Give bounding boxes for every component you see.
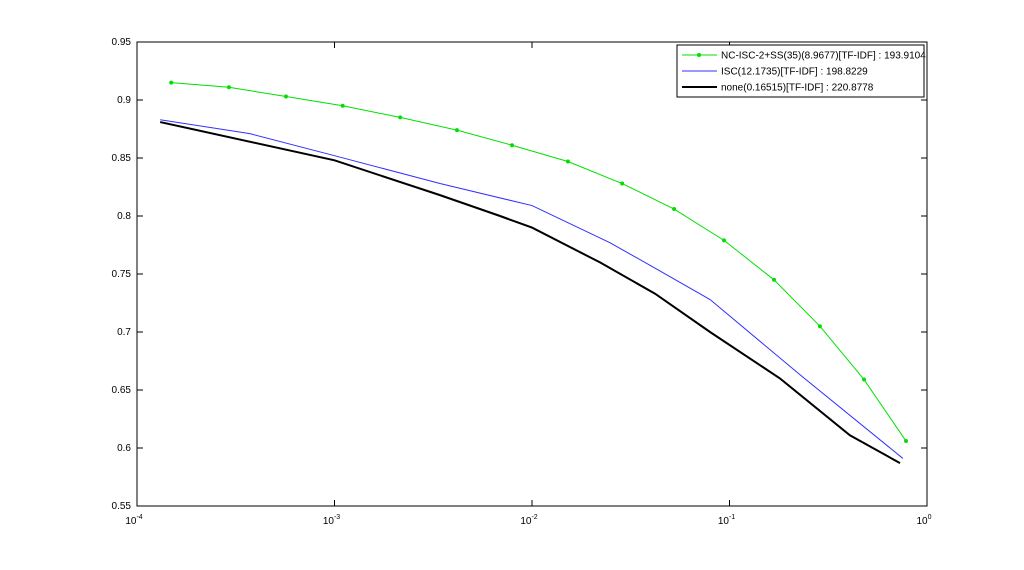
series-marker	[565, 159, 570, 164]
legend-marker	[697, 53, 701, 57]
y-tick-label: 0.65	[112, 385, 132, 396]
y-tick-label: 0.6	[117, 443, 131, 454]
series-marker	[862, 377, 867, 382]
y-tick-label: 0.7	[117, 327, 131, 338]
plot-area	[136, 41, 928, 507]
x-tick-exponent: 0	[928, 514, 932, 521]
series-marker	[169, 80, 174, 85]
x-tick-base: 10	[323, 516, 335, 527]
legend-label: none(0.16515)[TF-IDF] : 220.8778	[721, 83, 874, 94]
legend-label: ISC(12.1735)[TF-IDF] : 198.8229	[721, 67, 868, 78]
series-marker	[620, 181, 625, 186]
y-tick-label: 0.75	[112, 269, 132, 280]
x-tick-exponent: -2	[531, 514, 537, 521]
y-tick-label: 0.8	[117, 211, 131, 222]
series-marker	[454, 128, 459, 133]
series-marker	[398, 115, 403, 120]
series-marker	[904, 439, 909, 444]
x-tick-base: 10	[125, 516, 137, 527]
x-tick-label: 10-2	[520, 514, 537, 527]
y-tick-label: 0.85	[112, 153, 132, 164]
series-marker	[509, 143, 514, 148]
x-tick-exponent: -4	[136, 514, 142, 521]
x-tick-label: 10-1	[718, 514, 735, 527]
series-marker	[817, 324, 822, 329]
x-tick-base: 10	[520, 516, 532, 527]
x-tick-exponent: -1	[729, 514, 735, 521]
x-tick-label: 10-3	[323, 514, 340, 527]
x-tick-label: 100	[916, 514, 931, 527]
series-marker	[283, 94, 288, 99]
x-tick-base: 10	[718, 516, 730, 527]
series-marker	[340, 103, 345, 108]
y-tick-label: 0.95	[112, 37, 132, 48]
series-line	[159, 121, 901, 464]
x-tick-base: 10	[916, 516, 928, 527]
y-tick-label: 0.9	[117, 95, 131, 106]
series-marker	[722, 238, 727, 243]
series-marker	[226, 85, 231, 90]
series-marker	[672, 207, 677, 212]
x-tick-exponent: -3	[334, 514, 340, 521]
legend-box	[676, 44, 925, 98]
series-marker	[771, 277, 776, 282]
y-tick-label: 0.55	[112, 501, 132, 512]
legend-label: NC-ISC-2+SS(35)(8.9677)[TF-IDF] : 193.91…	[721, 51, 926, 62]
series-line	[160, 119, 904, 459]
x-tick-label: 10-4	[125, 514, 142, 527]
